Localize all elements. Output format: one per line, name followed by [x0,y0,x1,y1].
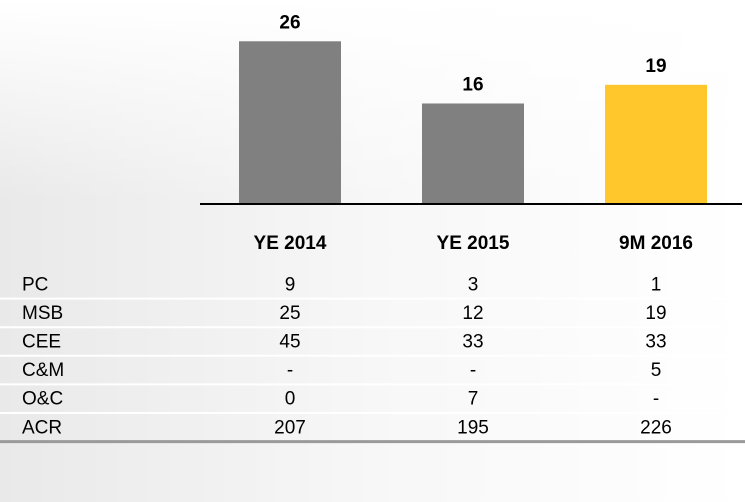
value-label: 16 [462,74,483,95]
row-label: O&C [22,389,63,410]
row-label: C&M [22,360,64,381]
cell: - [287,360,293,381]
cell: 207 [274,417,306,438]
cell: 33 [462,332,483,353]
column-header: 9M 2016 [619,233,693,254]
bar [605,84,707,203]
cell: 25 [279,303,300,324]
value-label: 19 [645,56,666,77]
bar [239,41,341,203]
cell: - [653,389,659,410]
cell: 19 [645,303,666,324]
cell: 1 [651,274,662,295]
row-label: PC [22,274,48,295]
cell: 0 [285,389,296,410]
cell: 33 [645,332,666,353]
column-header: YE 2014 [254,233,327,254]
row-label: MSB [22,303,63,324]
cell: 7 [468,389,479,410]
cell: 12 [462,303,483,324]
column-header: YE 2015 [437,233,510,254]
bars: 26 YE 2014 16 YE 2015 19 9M 2016 [239,12,707,254]
cell: 9 [285,274,296,295]
cell: 5 [651,360,662,381]
cell: 226 [640,417,672,438]
cell: 45 [279,332,300,353]
row-label: ACR [22,417,62,438]
cell: 195 [457,417,489,438]
row-label: CEE [22,332,61,353]
table: PC 9 3 1 MSB 25 12 19 CEE 45 33 33 C&M - - 5 O&C 0 7 - ACR 20… [0,274,745,444]
bar [422,103,524,203]
cell: - [470,360,476,381]
cell: 3 [468,274,479,295]
value-label: 26 [279,12,300,33]
